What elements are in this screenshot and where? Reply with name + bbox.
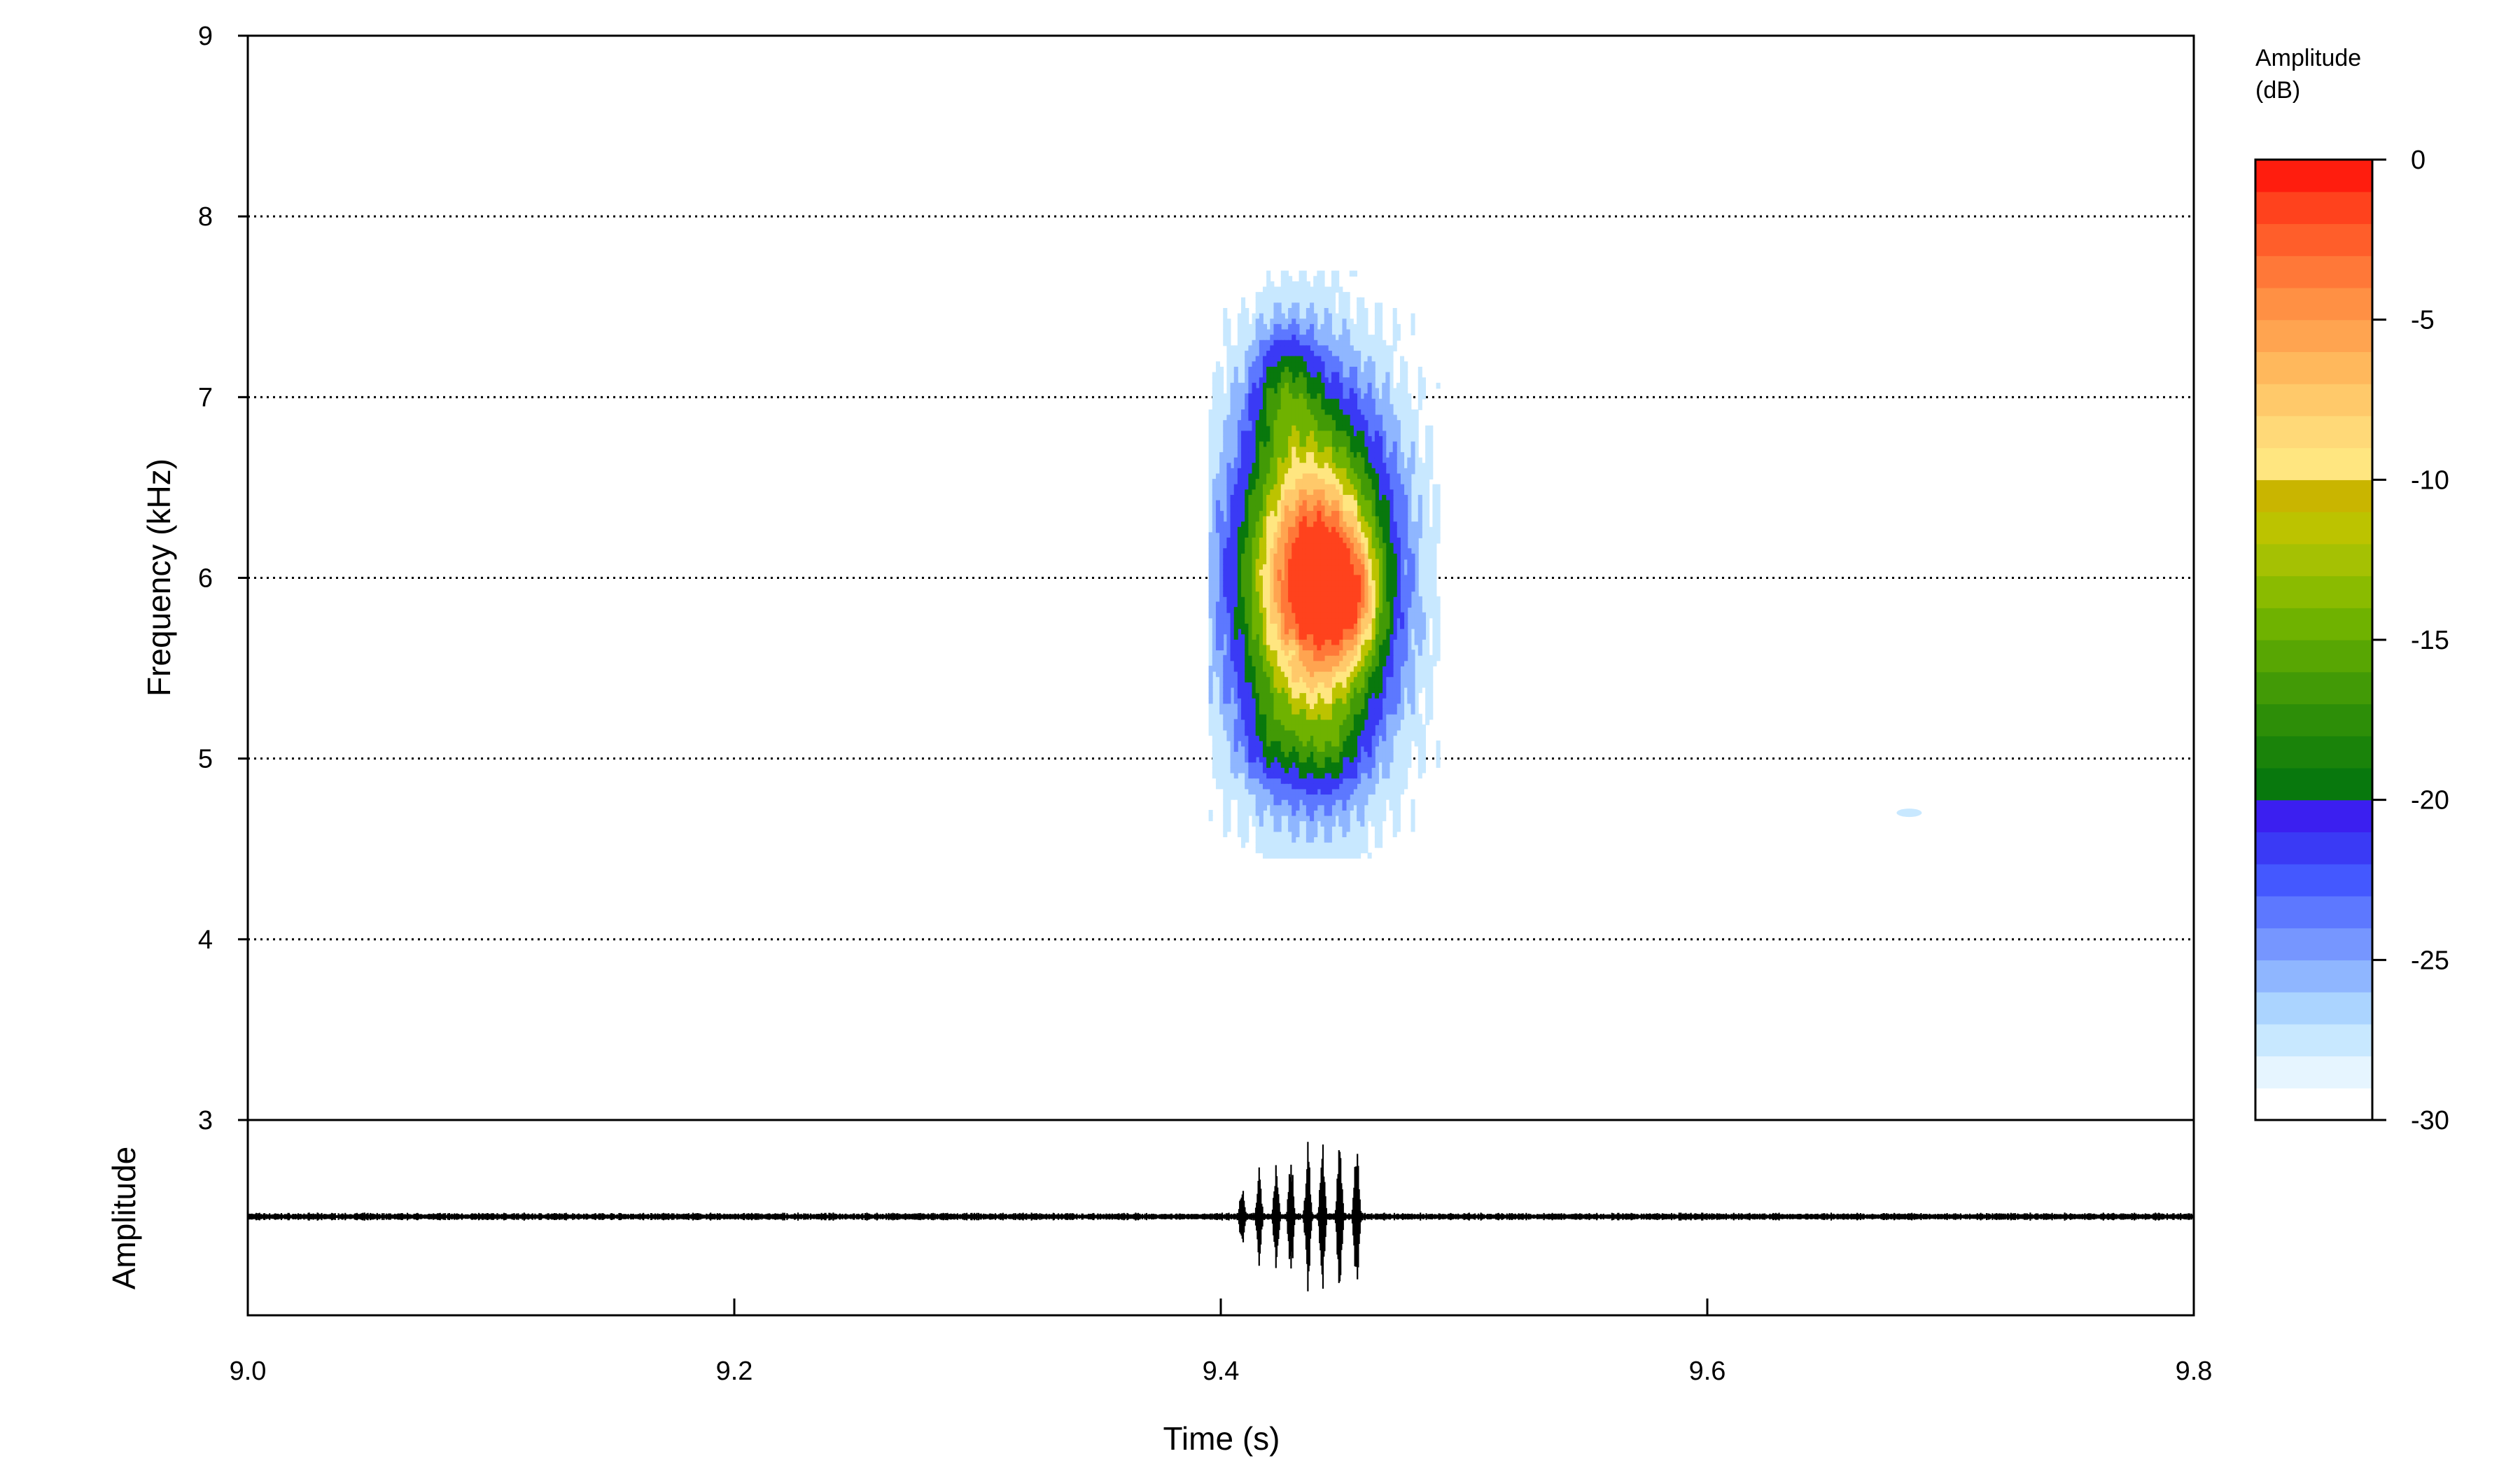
x-tick-label: 9.8: [2176, 1357, 2213, 1386]
colorbar-title-line2: (dB): [2255, 77, 2300, 104]
y-tick-label: 9: [198, 22, 213, 51]
x-tick-label: 9.2: [716, 1357, 753, 1386]
colorbar-swatch: [2255, 223, 2372, 256]
colorbar-swatch: [2255, 512, 2372, 545]
colorbar-swatch: [2255, 864, 2372, 897]
colorbar-swatch: [2255, 191, 2372, 225]
x-axis-title: Time (s): [1163, 1420, 1280, 1457]
y-tick-label: 3: [198, 1106, 213, 1135]
colorbar: [2254, 158, 2374, 1121]
y-tick-label: 6: [198, 564, 213, 594]
colorbar-swatch: [2255, 895, 2372, 929]
colorbar-tick-label: -30: [2411, 1106, 2449, 1135]
colorbar-swatch: [2255, 575, 2372, 608]
x-tick-label: 9.4: [1203, 1357, 1240, 1386]
y-tick-label: 7: [198, 383, 213, 412]
colorbar-swatch: [2255, 415, 2372, 449]
colorbar-swatch: [2255, 992, 2372, 1025]
colorbar-swatch: [2255, 319, 2372, 352]
colorbar-swatch: [2255, 608, 2372, 640]
amplitude-waveform: [248, 1142, 2194, 1292]
colorbar-swatch: [2255, 543, 2372, 577]
colorbar-swatch: [2255, 287, 2372, 321]
contour-level: [1288, 510, 1362, 651]
amplitude-axis-title: Amplitude: [106, 1147, 142, 1290]
y-tick-label: 4: [198, 925, 213, 955]
colorbar-title-line1: Amplitude: [2255, 45, 2361, 71]
colorbar-tick-label: -20: [2411, 786, 2449, 816]
y-tick-label: 8: [198, 202, 213, 232]
faint-blob: [1896, 808, 1922, 818]
colorbar-swatch: [2255, 1023, 2372, 1057]
colorbar-tick-label: -25: [2411, 946, 2449, 975]
colorbar-swatch: [2255, 351, 2372, 384]
colorbar-swatch: [2255, 255, 2372, 288]
y-axis-title: Frequency (kHz): [141, 458, 177, 696]
colorbar-swatch: [2255, 1088, 2372, 1121]
y-tick-label: 5: [198, 745, 213, 774]
colorbar-swatch: [2255, 832, 2372, 864]
x-tick-label: 9.6: [1689, 1357, 1726, 1386]
colorbar-tick-label: -15: [2411, 626, 2449, 655]
x-tick-label: 9.0: [230, 1357, 267, 1386]
colorbar-swatch: [2255, 767, 2372, 801]
colorbar-tick-label: -5: [2411, 306, 2435, 335]
colorbar-swatch: [2255, 160, 2372, 192]
colorbar-swatch: [2255, 927, 2372, 960]
colorbar-swatch: [2255, 704, 2372, 736]
colorbar-swatch: [2255, 447, 2372, 480]
colorbar-swatch: [2255, 671, 2372, 705]
y-axis-ticks: 3 4 5 6 7 8 9: [198, 22, 248, 1135]
colorbar-tick-label: 0: [2411, 146, 2426, 175]
spectrogram-contours: [1208, 270, 1922, 859]
x-axis-ticks: 9.0 9.2 9.4 9.6 9.8: [230, 1298, 2213, 1386]
colorbar-swatch: [2255, 479, 2372, 512]
colorbar-swatch: [2255, 799, 2372, 832]
colorbar-swatch: [2255, 736, 2372, 769]
colorbar-ticks: 0 -5 -10 -15 -20 -25 -30: [2372, 146, 2449, 1135]
colorbar-tick-label: -10: [2411, 465, 2449, 495]
colorbar-swatch: [2255, 960, 2372, 993]
colorbar-swatch: [2255, 384, 2372, 416]
colorbar-swatch: [2255, 640, 2372, 673]
colorbar-swatch: [2255, 1056, 2372, 1088]
